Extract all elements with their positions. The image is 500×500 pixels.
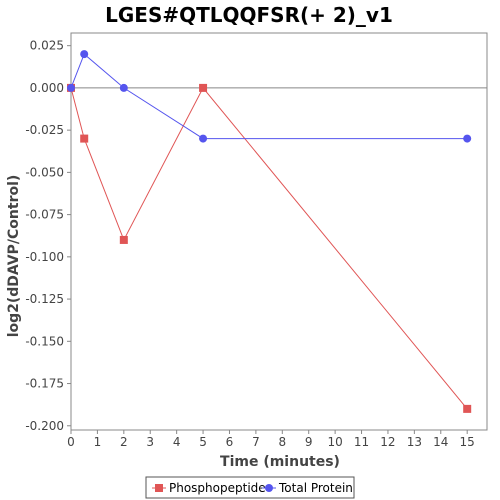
x-tick-label: 5 (199, 435, 207, 449)
x-axis-label: Time (minutes) (220, 454, 340, 470)
data-point (80, 50, 89, 59)
legend-items: Phosphopeptide Total Protein (152, 481, 353, 495)
y-tick-label: -0.025 (25, 123, 64, 137)
x-tick-label: 11 (354, 435, 369, 449)
x-tick-label: 12 (380, 435, 395, 449)
y-tick-label: -0.175 (25, 377, 64, 391)
plot-frame (70, 32, 488, 431)
x-tick-label: 10 (327, 435, 342, 449)
legend-box (145, 476, 355, 499)
x-tick-label: 3 (146, 435, 154, 449)
series-layer (67, 50, 472, 413)
x-tick-label: 8 (278, 435, 286, 449)
data-point (80, 134, 89, 143)
chart-title: LGES#QTLQQFSR(+ 2)_v1 (105, 3, 393, 27)
data-point (199, 83, 208, 92)
y-tick-label: -0.100 (25, 250, 64, 264)
x-tick-label: 4 (173, 435, 181, 449)
legend: Phosphopeptide Total Protein (145, 476, 355, 499)
y-tick-label: -0.125 (25, 292, 64, 306)
x-tick-label: 9 (305, 435, 313, 449)
x-tick-label: 2 (120, 435, 128, 449)
data-point (67, 83, 75, 92)
data-point (119, 83, 128, 92)
plot-area (70, 32, 488, 431)
data-point (463, 404, 472, 413)
legend-label: Phosphopeptide (169, 481, 266, 495)
y-tick-label: -0.075 (25, 208, 64, 222)
y-tick-label: -0.200 (25, 419, 64, 433)
x-tick-label: 7 (252, 435, 260, 449)
legend-marker (155, 484, 163, 492)
y-axis: 0.025 0.000 -0.025 -0.050 -0.075 -0.100 -0.125… (25, 39, 71, 433)
data-point (119, 235, 128, 244)
data-point (199, 134, 208, 143)
y-tick-label: 0.000 (30, 81, 64, 95)
x-tick-label: 15 (460, 435, 475, 449)
y-tick-label: 0.025 (30, 39, 64, 53)
legend-label: Total Protein (278, 481, 353, 495)
legend-marker (265, 484, 273, 492)
x-axis: 0 1 2 3 4 5 6 7 8 9 10 11 12 13 14 15 (67, 430, 475, 449)
x-tick-label: 1 (94, 435, 102, 449)
data-point (463, 134, 472, 143)
x-tick-label: 0 (67, 435, 75, 449)
series-total-protein (67, 50, 472, 143)
y-tick-label: -0.050 (25, 165, 64, 179)
x-tick-label: 14 (433, 435, 448, 449)
y-tick-label: -0.150 (25, 334, 64, 348)
x-tick-label: 13 (407, 435, 422, 449)
y-axis-label: log2(dDAVP/Control) (6, 175, 22, 338)
x-tick-label: 6 (226, 435, 234, 449)
